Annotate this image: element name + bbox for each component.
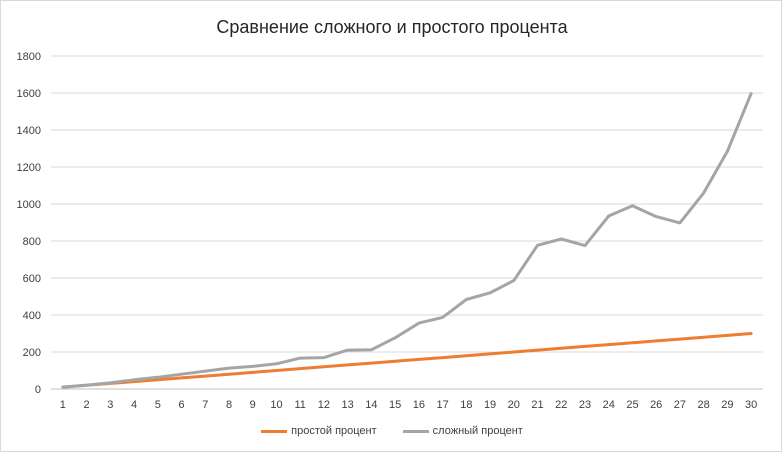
y-tick-label: 1000 bbox=[17, 199, 41, 211]
x-tick-label: 2 bbox=[84, 399, 90, 411]
x-tick-label: 24 bbox=[603, 399, 615, 411]
x-tick-label: 6 bbox=[178, 399, 184, 411]
legend-item-1: простой процент bbox=[261, 425, 377, 437]
x-tick-label: 8 bbox=[226, 399, 232, 411]
y-tick-label: 1400 bbox=[17, 125, 41, 137]
x-tick-label: 29 bbox=[721, 399, 733, 411]
y-tick-label: 1800 bbox=[17, 51, 41, 63]
x-tick-label: 11 bbox=[294, 399, 305, 411]
x-tick-label: 21 bbox=[531, 399, 543, 411]
series-line-1 bbox=[61, 332, 753, 389]
legend-label: сложный процент bbox=[432, 425, 523, 437]
x-tick-label: 19 bbox=[484, 399, 496, 411]
x-tick-label: 22 bbox=[555, 399, 567, 411]
x-tick-label: 18 bbox=[460, 399, 472, 411]
y-tick-label: 0 bbox=[35, 384, 41, 396]
legend: простой процент сложный процент bbox=[1, 425, 782, 437]
x-tick-label: 30 bbox=[745, 399, 757, 411]
legend-label: простой процент bbox=[291, 425, 377, 437]
x-tick-label: 13 bbox=[342, 399, 354, 411]
legend-swatch bbox=[261, 429, 288, 433]
x-tick-label: 15 bbox=[389, 399, 401, 411]
x-tick-label: 20 bbox=[508, 399, 520, 411]
x-tick-label: 10 bbox=[270, 399, 282, 411]
series-line-2 bbox=[61, 92, 753, 389]
y-tick-label: 800 bbox=[23, 236, 41, 248]
y-tick-label: 1600 bbox=[17, 88, 41, 100]
x-tick-label: 16 bbox=[413, 399, 425, 411]
x-tick-label: 3 bbox=[107, 399, 113, 411]
x-tick-label: 28 bbox=[698, 399, 710, 411]
legend-swatch bbox=[402, 429, 429, 433]
y-tick-label: 1200 bbox=[17, 162, 41, 174]
x-tick-label: 12 bbox=[318, 399, 330, 411]
x-tick-label: 7 bbox=[202, 399, 208, 411]
y-tick-label: 200 bbox=[23, 347, 41, 359]
legend-item-2: сложный процент bbox=[402, 425, 523, 437]
x-tick-label: 9 bbox=[250, 399, 256, 411]
x-tick-label: 1 bbox=[60, 399, 66, 411]
x-tick-label: 23 bbox=[579, 399, 591, 411]
x-tick-label: 25 bbox=[626, 399, 638, 411]
x-tick-label: 26 bbox=[650, 399, 662, 411]
x-tick-label: 5 bbox=[155, 399, 161, 411]
x-tick-label: 4 bbox=[131, 399, 137, 411]
y-tick-label: 600 bbox=[23, 273, 41, 285]
chart-title: Сравнение сложного и простого процента bbox=[216, 17, 568, 37]
x-tick-label: 14 bbox=[365, 399, 377, 411]
y-tick-label: 400 bbox=[23, 310, 41, 322]
x-tick-label: 27 bbox=[674, 399, 686, 411]
x-tick-label: 17 bbox=[436, 399, 448, 411]
